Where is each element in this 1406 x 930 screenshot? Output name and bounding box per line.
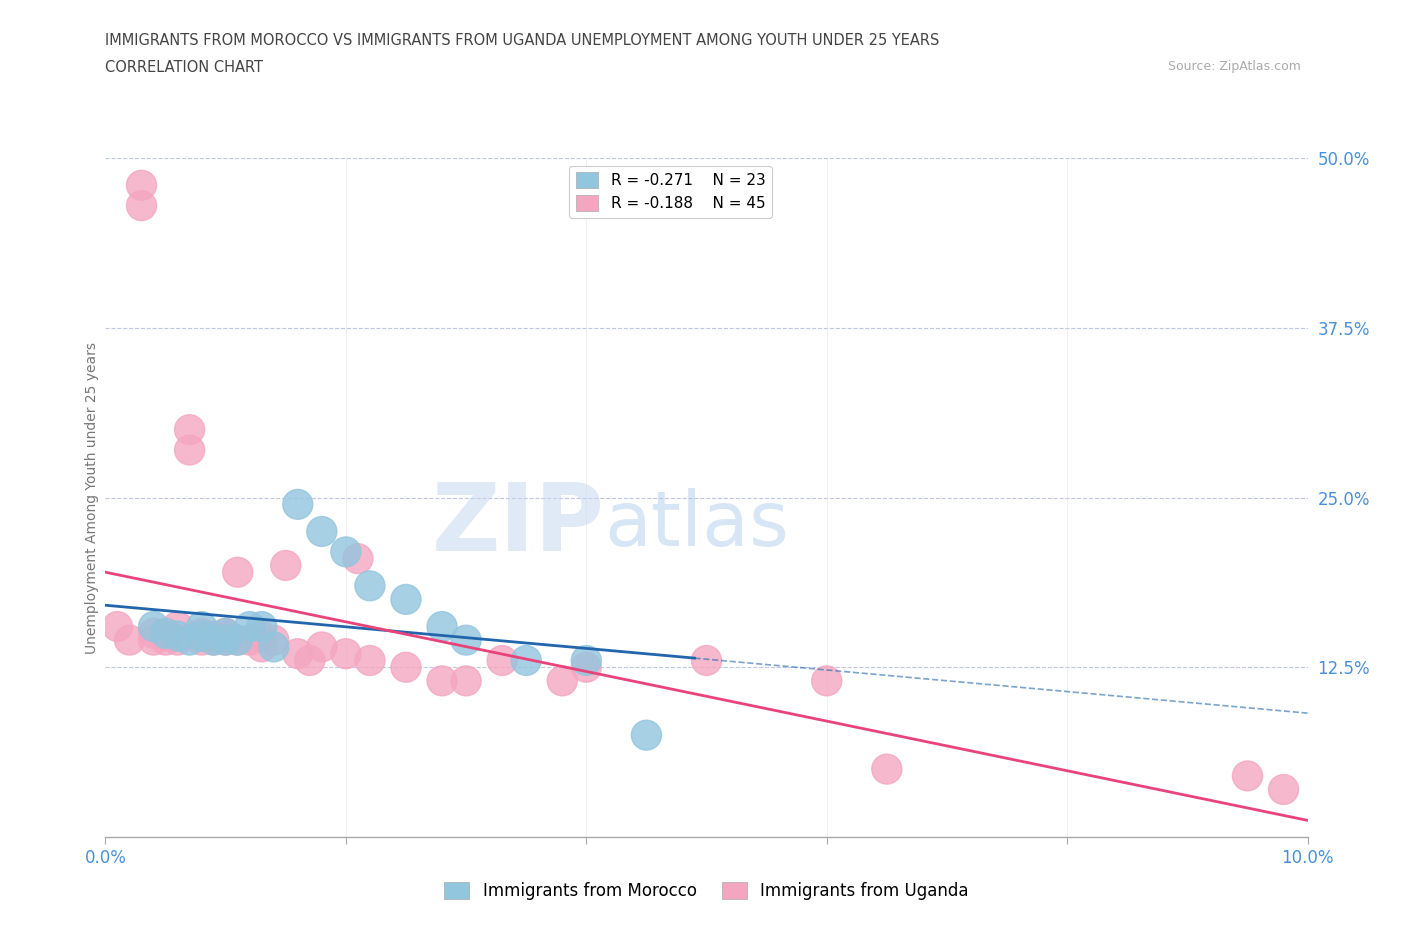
Ellipse shape (283, 639, 312, 669)
Ellipse shape (139, 625, 169, 655)
Ellipse shape (571, 645, 602, 675)
Ellipse shape (163, 621, 193, 651)
Ellipse shape (235, 625, 264, 655)
Ellipse shape (246, 612, 277, 642)
Ellipse shape (222, 625, 253, 655)
Ellipse shape (427, 612, 457, 642)
Ellipse shape (451, 625, 481, 655)
Y-axis label: Unemployment Among Youth under 25 years: Unemployment Among Youth under 25 years (84, 341, 98, 654)
Ellipse shape (150, 618, 180, 648)
Ellipse shape (330, 537, 361, 566)
Text: atlas: atlas (605, 487, 789, 562)
Ellipse shape (198, 625, 229, 655)
Ellipse shape (235, 612, 264, 642)
Ellipse shape (163, 612, 193, 642)
Ellipse shape (187, 612, 217, 642)
Ellipse shape (391, 584, 420, 615)
Ellipse shape (354, 571, 385, 601)
Ellipse shape (187, 621, 217, 651)
Ellipse shape (211, 625, 240, 655)
Ellipse shape (271, 551, 301, 580)
Ellipse shape (198, 625, 229, 655)
Legend: Immigrants from Morocco, Immigrants from Uganda: Immigrants from Morocco, Immigrants from… (437, 875, 976, 907)
Ellipse shape (127, 191, 156, 220)
Ellipse shape (354, 645, 385, 675)
Ellipse shape (211, 618, 240, 648)
Ellipse shape (427, 666, 457, 696)
Ellipse shape (283, 489, 312, 519)
Ellipse shape (103, 612, 132, 642)
Ellipse shape (150, 618, 180, 648)
Ellipse shape (811, 666, 842, 696)
Ellipse shape (198, 621, 229, 651)
Ellipse shape (451, 666, 481, 696)
Ellipse shape (127, 170, 156, 200)
Ellipse shape (486, 645, 517, 675)
Ellipse shape (187, 618, 217, 648)
Ellipse shape (391, 652, 420, 683)
Ellipse shape (150, 625, 180, 655)
Ellipse shape (330, 639, 361, 669)
Ellipse shape (222, 557, 253, 587)
Ellipse shape (295, 645, 325, 675)
Ellipse shape (139, 612, 169, 642)
Ellipse shape (139, 618, 169, 648)
Ellipse shape (174, 435, 205, 465)
Ellipse shape (174, 415, 205, 445)
Ellipse shape (571, 652, 602, 683)
Ellipse shape (692, 645, 721, 675)
Ellipse shape (187, 621, 217, 651)
Ellipse shape (631, 720, 661, 751)
Ellipse shape (343, 544, 373, 574)
Ellipse shape (1268, 775, 1299, 804)
Ellipse shape (163, 625, 193, 655)
Ellipse shape (259, 625, 288, 655)
Ellipse shape (211, 618, 240, 648)
Ellipse shape (512, 645, 541, 675)
Text: ZIP: ZIP (432, 479, 605, 571)
Ellipse shape (259, 632, 288, 662)
Text: IMMIGRANTS FROM MOROCCO VS IMMIGRANTS FROM UGANDA UNEMPLOYMENT AMONG YOUTH UNDER: IMMIGRANTS FROM MOROCCO VS IMMIGRANTS FR… (105, 33, 939, 47)
Ellipse shape (150, 621, 180, 651)
Text: CORRELATION CHART: CORRELATION CHART (105, 60, 263, 75)
Ellipse shape (246, 632, 277, 662)
Ellipse shape (872, 754, 901, 784)
Text: Source: ZipAtlas.com: Source: ZipAtlas.com (1167, 60, 1301, 73)
Ellipse shape (307, 632, 337, 662)
Ellipse shape (187, 625, 217, 655)
Ellipse shape (1233, 761, 1263, 790)
Ellipse shape (246, 621, 277, 651)
Ellipse shape (222, 625, 253, 655)
Ellipse shape (211, 625, 240, 655)
Ellipse shape (307, 516, 337, 547)
Ellipse shape (114, 625, 145, 655)
Ellipse shape (174, 625, 205, 655)
Ellipse shape (547, 666, 578, 696)
Ellipse shape (211, 621, 240, 651)
